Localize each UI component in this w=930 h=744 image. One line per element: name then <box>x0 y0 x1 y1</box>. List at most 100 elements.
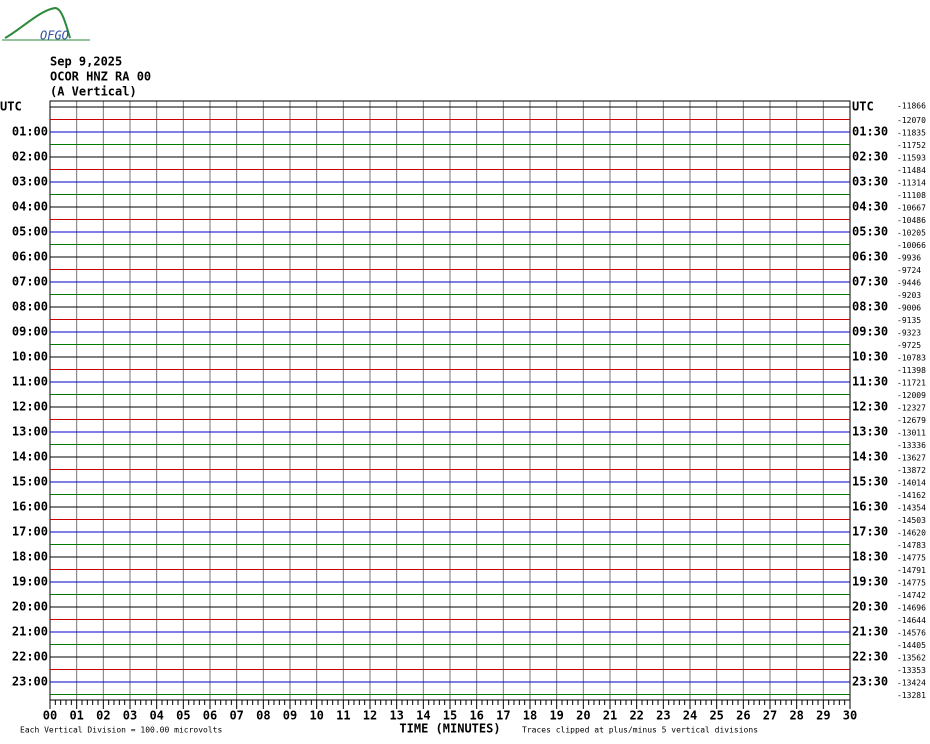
trace-offset: -11314 <box>897 179 926 188</box>
x-tick-label: 30 <box>843 709 857 723</box>
half-hour-label: 22:30 <box>852 650 888 664</box>
trace-offset: -11866 <box>897 102 926 111</box>
x-tick-label: 01 <box>69 709 83 723</box>
trace-offset: -13011 <box>897 429 926 438</box>
trace-offset: -14696 <box>897 604 926 613</box>
half-hour-label: 20:30 <box>852 600 888 614</box>
hour-label: 18:00 <box>12 550 48 564</box>
hour-label: 10:00 <box>12 350 48 364</box>
half-hour-label: 04:30 <box>852 200 888 214</box>
trace-offset: -14775 <box>897 554 926 563</box>
hour-label: 08:00 <box>12 300 48 314</box>
x-tick-label: 10 <box>309 709 323 723</box>
trace-offset: -14014 <box>897 479 926 488</box>
half-hour-label: 06:30 <box>852 250 888 264</box>
date: Sep 9,2025 <box>50 55 122 69</box>
hour-label: 16:00 <box>12 500 48 514</box>
trace-offset: -12679 <box>897 416 926 425</box>
trace-offset: -9936 <box>897 254 921 263</box>
x-tick-label: 02 <box>96 709 110 723</box>
x-tick-label: 28 <box>789 709 803 723</box>
half-hour-label: 13:30 <box>852 425 888 439</box>
hour-label: 19:00 <box>12 575 48 589</box>
half-hour-label: 18:30 <box>852 550 888 564</box>
x-tick-label: 12 <box>363 709 377 723</box>
trace-offset: -9725 <box>897 341 921 350</box>
footer-right: Traces clipped at plus/minus 5 vertical … <box>522 726 758 735</box>
hour-label: 17:00 <box>12 525 48 539</box>
hour-label: 20:00 <box>12 600 48 614</box>
x-tick-label: 06 <box>203 709 217 723</box>
trace-offset: -10205 <box>897 229 926 238</box>
half-hour-label: 15:30 <box>852 475 888 489</box>
trace-offset: -13562 <box>897 654 926 663</box>
trace-offset: -14503 <box>897 516 926 525</box>
half-hour-label: 11:30 <box>852 375 888 389</box>
hour-label: 04:00 <box>12 200 48 214</box>
trace-offset: -10783 <box>897 354 926 363</box>
hour-label: 09:00 <box>12 325 48 339</box>
x-tick-label: 15 <box>443 709 457 723</box>
half-hour-label: 10:30 <box>852 350 888 364</box>
x-tick-label: 14 <box>416 709 430 723</box>
x-tick-label: 18 <box>523 709 537 723</box>
plot-frame <box>49 100 851 701</box>
trace-offset: -11398 <box>897 366 926 375</box>
x-tick-label: 07 <box>229 709 243 723</box>
trace-offset: -10066 <box>897 241 926 250</box>
hour-label: 02:00 <box>12 150 48 164</box>
trace-offset: -11752 <box>897 141 926 150</box>
x-tick-label: 21 <box>603 709 617 723</box>
trace-offset: -9724 <box>897 266 921 275</box>
x-tick-label: 11 <box>336 709 350 723</box>
x-tick-label: 16 <box>469 709 483 723</box>
hour-label: UTC <box>0 100 22 114</box>
hour-label: 22:00 <box>12 650 48 664</box>
x-tick-label: 25 <box>709 709 723 723</box>
hour-label: 21:00 <box>12 625 48 639</box>
half-hour-label: 17:30 <box>852 525 888 539</box>
station: OCOR HNZ RA 00 <box>50 70 151 84</box>
hour-label: 05:00 <box>12 225 48 239</box>
trace-offset: -13872 <box>897 466 926 475</box>
trace-offset: -14405 <box>897 641 926 650</box>
hour-label: 07:00 <box>12 275 48 289</box>
trace-offset: -9006 <box>897 304 921 313</box>
x-tick-label: 23 <box>656 709 670 723</box>
hour-label: 03:00 <box>12 175 48 189</box>
x-tick-label: 00 <box>43 709 57 723</box>
x-tick-label: 13 <box>389 709 403 723</box>
hour-label: 12:00 <box>12 400 48 414</box>
half-hour-label: 12:30 <box>852 400 888 414</box>
half-hour-label: 02:30 <box>852 150 888 164</box>
component: (A Vertical) <box>50 85 137 99</box>
trace-offset: -14354 <box>897 504 926 513</box>
x-tick-label: 20 <box>576 709 590 723</box>
hour-label: 11:00 <box>12 375 48 389</box>
trace-offset: -9135 <box>897 316 921 325</box>
half-hour-label: 16:30 <box>852 500 888 514</box>
half-hour-label: 03:30 <box>852 175 888 189</box>
x-tick-label: 22 <box>629 709 643 723</box>
trace-offset: -13424 <box>897 679 926 688</box>
half-hour-label: 05:30 <box>852 225 888 239</box>
trace-offset: -13281 <box>897 691 926 700</box>
trace-offset: -14644 <box>897 616 926 625</box>
trace-offset: -12009 <box>897 391 926 400</box>
x-tick-label: 08 <box>256 709 270 723</box>
x-tick-label: 03 <box>123 709 137 723</box>
half-hour-label: UTC <box>852 100 874 114</box>
trace-offset: -9446 <box>897 279 921 288</box>
hour-label: 13:00 <box>12 425 48 439</box>
half-hour-label: 23:30 <box>852 675 888 689</box>
x-tick-label: 17 <box>496 709 510 723</box>
hour-label: 14:00 <box>12 450 48 464</box>
half-hour-label: 08:30 <box>852 300 888 314</box>
x-tick-label: 29 <box>816 709 830 723</box>
trace-offset: -10486 <box>897 216 926 225</box>
trace-offset: -14791 <box>897 566 926 575</box>
x-tick-label: 09 <box>283 709 297 723</box>
hour-label: 23:00 <box>12 675 48 689</box>
trace-offset: -14783 <box>897 541 926 550</box>
